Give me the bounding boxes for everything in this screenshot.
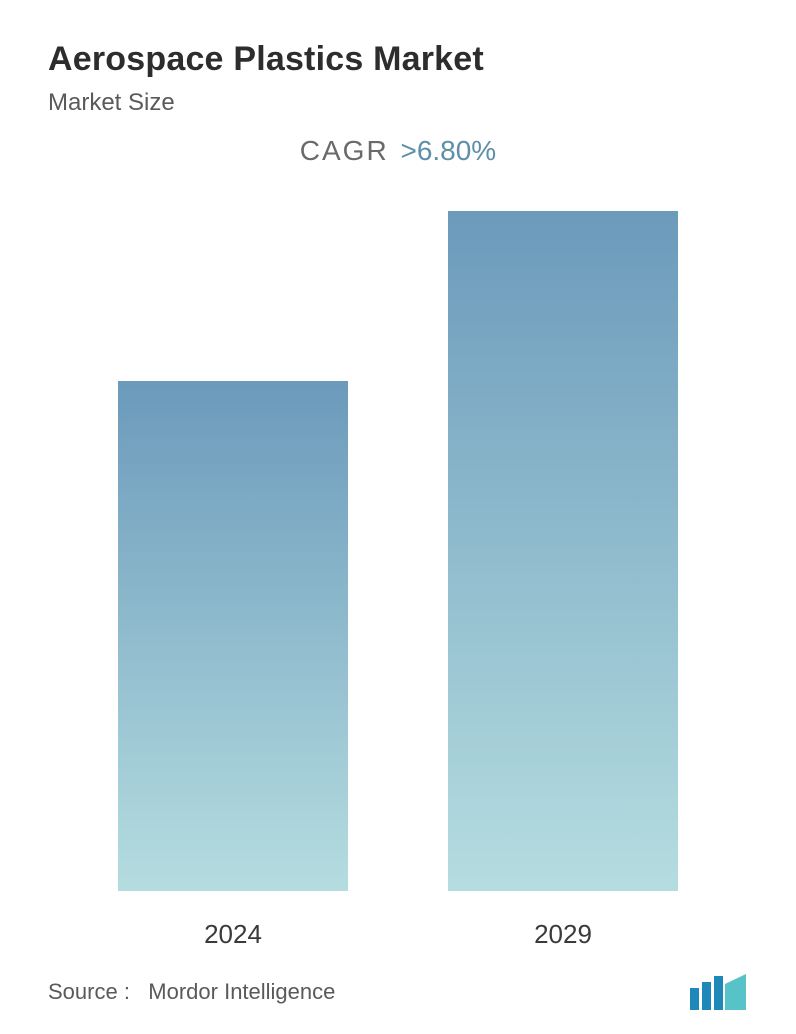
- x-axis-label: 2029: [448, 919, 678, 950]
- logo-bar: [714, 976, 723, 1010]
- cagr-value: 6.80%: [417, 135, 496, 166]
- source-text: Source : Mordor Intelligence: [48, 979, 335, 1005]
- bars-container: [48, 191, 748, 891]
- xlabels-container: 2024 2029: [48, 919, 748, 950]
- cagr-line: CAGR >6.80%: [48, 135, 748, 167]
- brand-logo-icon: [688, 974, 748, 1010]
- cagr-label: CAGR: [300, 135, 389, 166]
- source-label: Source :: [48, 979, 130, 1004]
- x-axis-label: 2024: [118, 919, 348, 950]
- bar: [448, 211, 678, 891]
- logo-accent: [725, 974, 746, 1010]
- logo-bar: [690, 988, 699, 1010]
- footer: Source : Mordor Intelligence: [48, 966, 748, 1010]
- source-name: Mordor Intelligence: [148, 979, 335, 1004]
- bar: [118, 381, 348, 891]
- page-subtitle: Market Size: [48, 89, 748, 117]
- page-title: Aerospace Plastics Market: [48, 40, 748, 79]
- chart-area: 2024 2029: [48, 191, 748, 950]
- cagr-operator: >: [400, 135, 416, 166]
- logo-bar: [702, 982, 711, 1010]
